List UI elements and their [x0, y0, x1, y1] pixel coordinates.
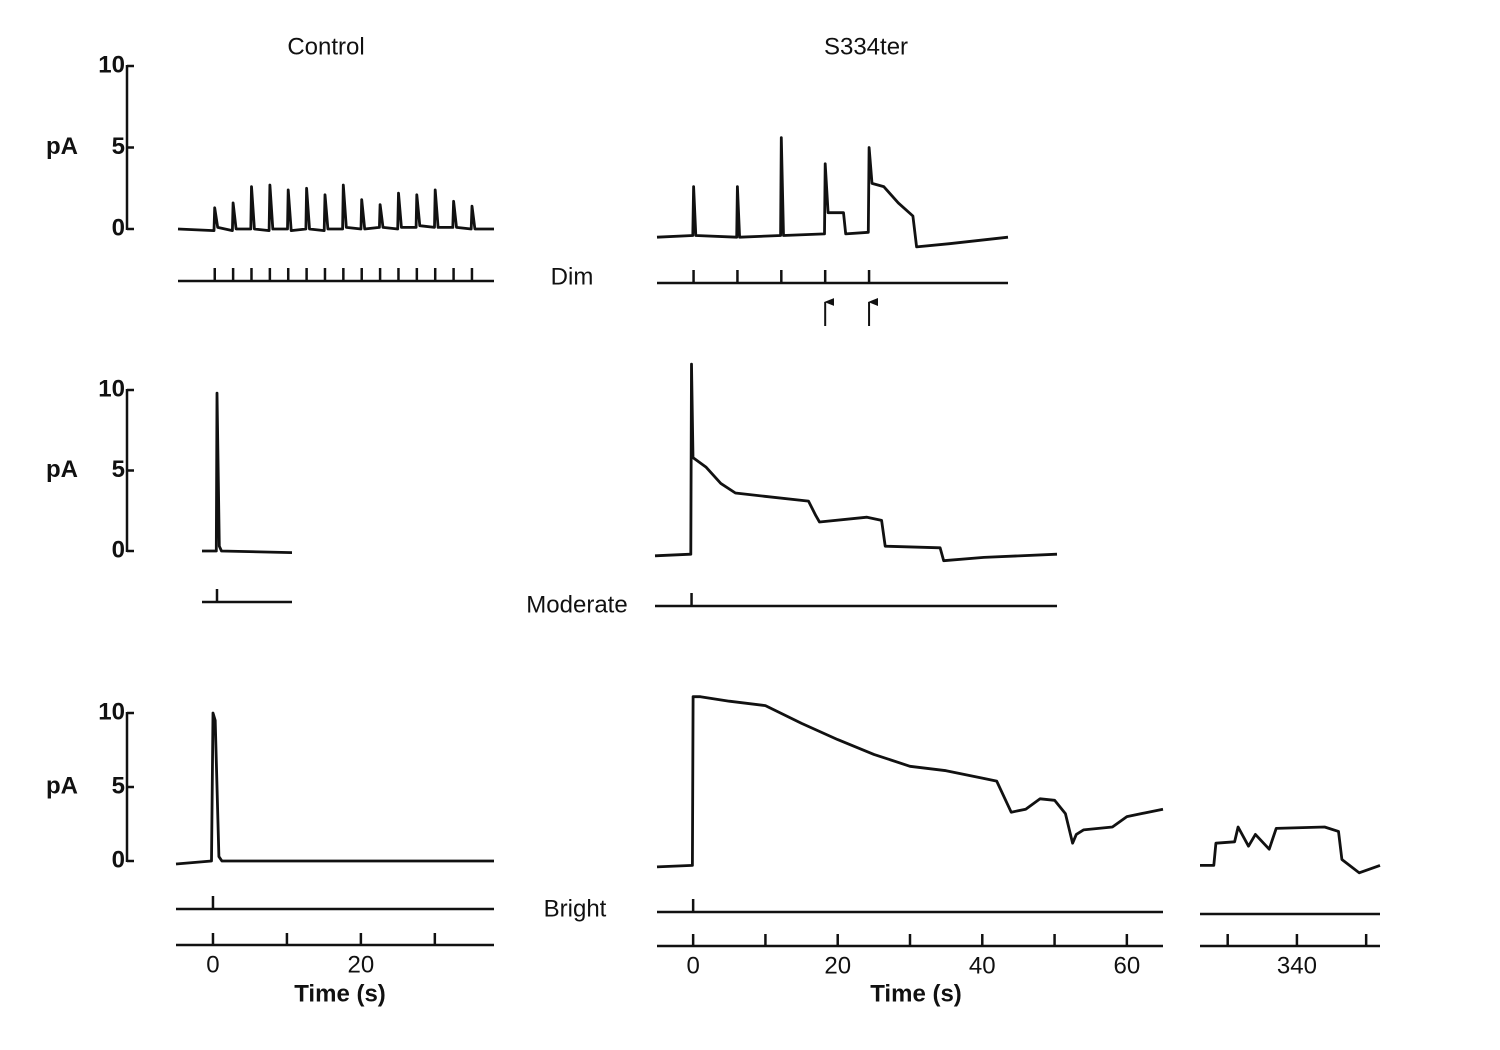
- row-label: Dim: [551, 263, 594, 290]
- trace: [1200, 825, 1381, 875]
- trace: [202, 391, 293, 554]
- trace: [654, 362, 1058, 563]
- y-axis-label: pA: [46, 456, 78, 483]
- x-axis-label: Time (s): [294, 980, 386, 1007]
- y-tick-label: 10: [98, 698, 125, 725]
- y-tick-label: 5: [112, 133, 125, 160]
- x-tick-label: 0: [686, 952, 699, 979]
- x-tick-label: 20: [348, 951, 375, 978]
- x-tick-label: 40: [969, 952, 996, 979]
- trace: [656, 695, 1164, 869]
- x-tick-label: 60: [1114, 952, 1141, 979]
- trace: [175, 711, 494, 866]
- y-tick-label: 5: [112, 456, 125, 483]
- y-tick-label: 10: [98, 375, 125, 402]
- x-tick-label: 20: [824, 952, 851, 979]
- trace: [656, 136, 1009, 249]
- row-label: Moderate: [526, 591, 627, 618]
- panel-title: S334ter: [824, 33, 908, 60]
- y-tick-label: 0: [112, 846, 125, 873]
- y-tick-label: 0: [112, 214, 125, 241]
- y-tick-label: 0: [112, 536, 125, 563]
- trace: [177, 183, 494, 232]
- y-tick-label: 5: [112, 772, 125, 799]
- panel-title: Control: [287, 33, 364, 60]
- x-tick-label: 340: [1277, 952, 1317, 979]
- y-axis-label: pA: [46, 133, 78, 160]
- x-tick-label: 0: [206, 951, 219, 978]
- y-axis-label: pA: [46, 772, 78, 799]
- y-tick-label: 10: [98, 51, 125, 78]
- x-axis-label: Time (s): [870, 980, 962, 1007]
- row-label: Bright: [544, 895, 607, 922]
